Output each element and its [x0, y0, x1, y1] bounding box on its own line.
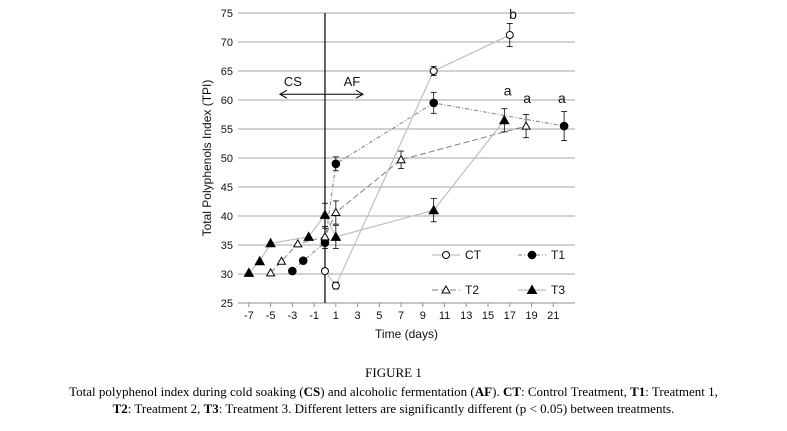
legend-label-ct: CT	[465, 248, 482, 262]
y-tick-label: 30	[221, 269, 233, 281]
figure-title: FIGURE 1	[365, 365, 422, 380]
x-axis-title: Time (days)	[375, 327, 438, 341]
x-tick-label: 17	[504, 310, 516, 322]
x-tick-label: -7	[244, 310, 254, 322]
data-point-t2	[265, 267, 276, 277]
data-point-t1	[288, 266, 297, 276]
legend-marker-ct	[442, 251, 450, 259]
caption-text: : Control Treatment,	[521, 384, 631, 399]
y-tick-label: 70	[221, 37, 233, 49]
data-point-ct	[320, 267, 329, 276]
caption-abbrev: T1	[630, 384, 646, 399]
data-point-t3	[265, 237, 276, 248]
y-tick-label: 50	[221, 153, 233, 165]
data-point-t1	[559, 121, 569, 131]
legend-marker-t1	[527, 250, 537, 260]
y-tick-label: 75	[221, 8, 233, 20]
caption-text: Total polyphenol index during cold soaki…	[69, 384, 304, 399]
data-point-t2	[276, 256, 287, 265]
x-tick-label: 1	[333, 310, 339, 322]
tpi-chart: 25 30 35 40 45 50 55 60 65 70 75 -7 -5 -3 -1 1 3 5 7 9 11 13 1…	[200, 6, 575, 341]
caption-text: ).	[492, 384, 503, 399]
caption-abbrev: T2	[112, 401, 128, 416]
x-tick-label: 5	[376, 310, 382, 322]
data-point-t2	[320, 231, 330, 241]
x-tick-label: 11	[439, 310, 450, 322]
data-point-ct	[505, 31, 514, 40]
y-tick-label: 55	[221, 124, 233, 136]
x-tick-label: 15	[482, 310, 494, 322]
data-point-t1	[429, 98, 438, 108]
data-point-t3	[303, 231, 315, 241]
x-tick-label: 13	[460, 310, 472, 322]
x-tick-label: -5	[266, 310, 276, 322]
data-point-t2	[330, 207, 341, 217]
data-point-t3	[243, 267, 255, 277]
series-line-ct	[324, 34, 511, 287]
caption-abbrev: CS	[303, 384, 321, 399]
caption-text: : Treatment 1,	[645, 384, 718, 399]
x-tick-label: -3	[287, 310, 297, 322]
y-tick-label: 25	[221, 298, 233, 310]
legend-label-t2: T2	[465, 283, 479, 297]
y-axis-title: Total Polyphenols Index (TPI)	[200, 80, 214, 237]
significance-label: a	[504, 82, 512, 98]
caption-abbrev: T3	[203, 401, 219, 416]
caption-abbrev: AF	[474, 384, 493, 399]
data-point-t3	[319, 209, 331, 219]
phase-label-af: AF	[344, 74, 361, 89]
data-point-t3	[428, 204, 440, 215]
data-point-t1	[331, 159, 341, 169]
legend-marker-t3	[526, 284, 538, 294]
data-point-ct	[331, 281, 340, 290]
y-tick-label: 40	[221, 211, 233, 223]
significance-label: a	[523, 90, 531, 106]
significance-label: b	[509, 6, 517, 22]
data-point-t3	[254, 255, 266, 266]
data-point-t3	[330, 231, 342, 241]
x-tick-label: 19	[525, 310, 537, 322]
significance-label: a	[558, 90, 566, 106]
x-tick-label: 3	[355, 310, 361, 322]
y-tick-label: 45	[221, 182, 233, 194]
caption-text: ) and alcoholic fermentation (	[320, 384, 475, 399]
x-tick-label: -1	[309, 310, 319, 322]
legend-label-t3: T3	[551, 283, 565, 297]
x-tick-label: 9	[420, 310, 426, 322]
y-tick-label: 35	[221, 240, 233, 252]
data-point-t2	[396, 154, 406, 164]
caption-text: : Treatment 3. Different letters are sig…	[218, 401, 675, 416]
x-tick-label: 7	[398, 310, 404, 322]
data-point-t1	[298, 256, 308, 265]
data-point-t2	[292, 238, 303, 248]
data-point-t2	[521, 121, 531, 130]
y-tick-label: 65	[221, 66, 233, 78]
caption-text: : Treatment 2,	[127, 401, 204, 416]
y-tick-label: 60	[221, 95, 233, 107]
legend-marker-t2	[441, 284, 451, 294]
data-point-t3	[498, 114, 510, 125]
caption-line-1: Total polyphenol index during cold soaki…	[0, 383, 787, 400]
series-line-t3	[248, 119, 505, 274]
figure-caption: FIGURE 1 Total polyphenol index during c…	[0, 364, 787, 417]
caption-abbrev: CT	[502, 384, 522, 399]
data-point-ct	[429, 67, 438, 75]
x-tick-label: 21	[547, 310, 559, 322]
legend-label-t1: T1	[551, 248, 565, 262]
phase-arrow-right-head	[355, 89, 364, 99]
phase-label-cs: CS	[284, 74, 302, 89]
phase-arrow-left-head	[278, 89, 288, 99]
caption-line-2: T2: Treatment 2, T3: Treatment 3. Differ…	[0, 400, 787, 417]
